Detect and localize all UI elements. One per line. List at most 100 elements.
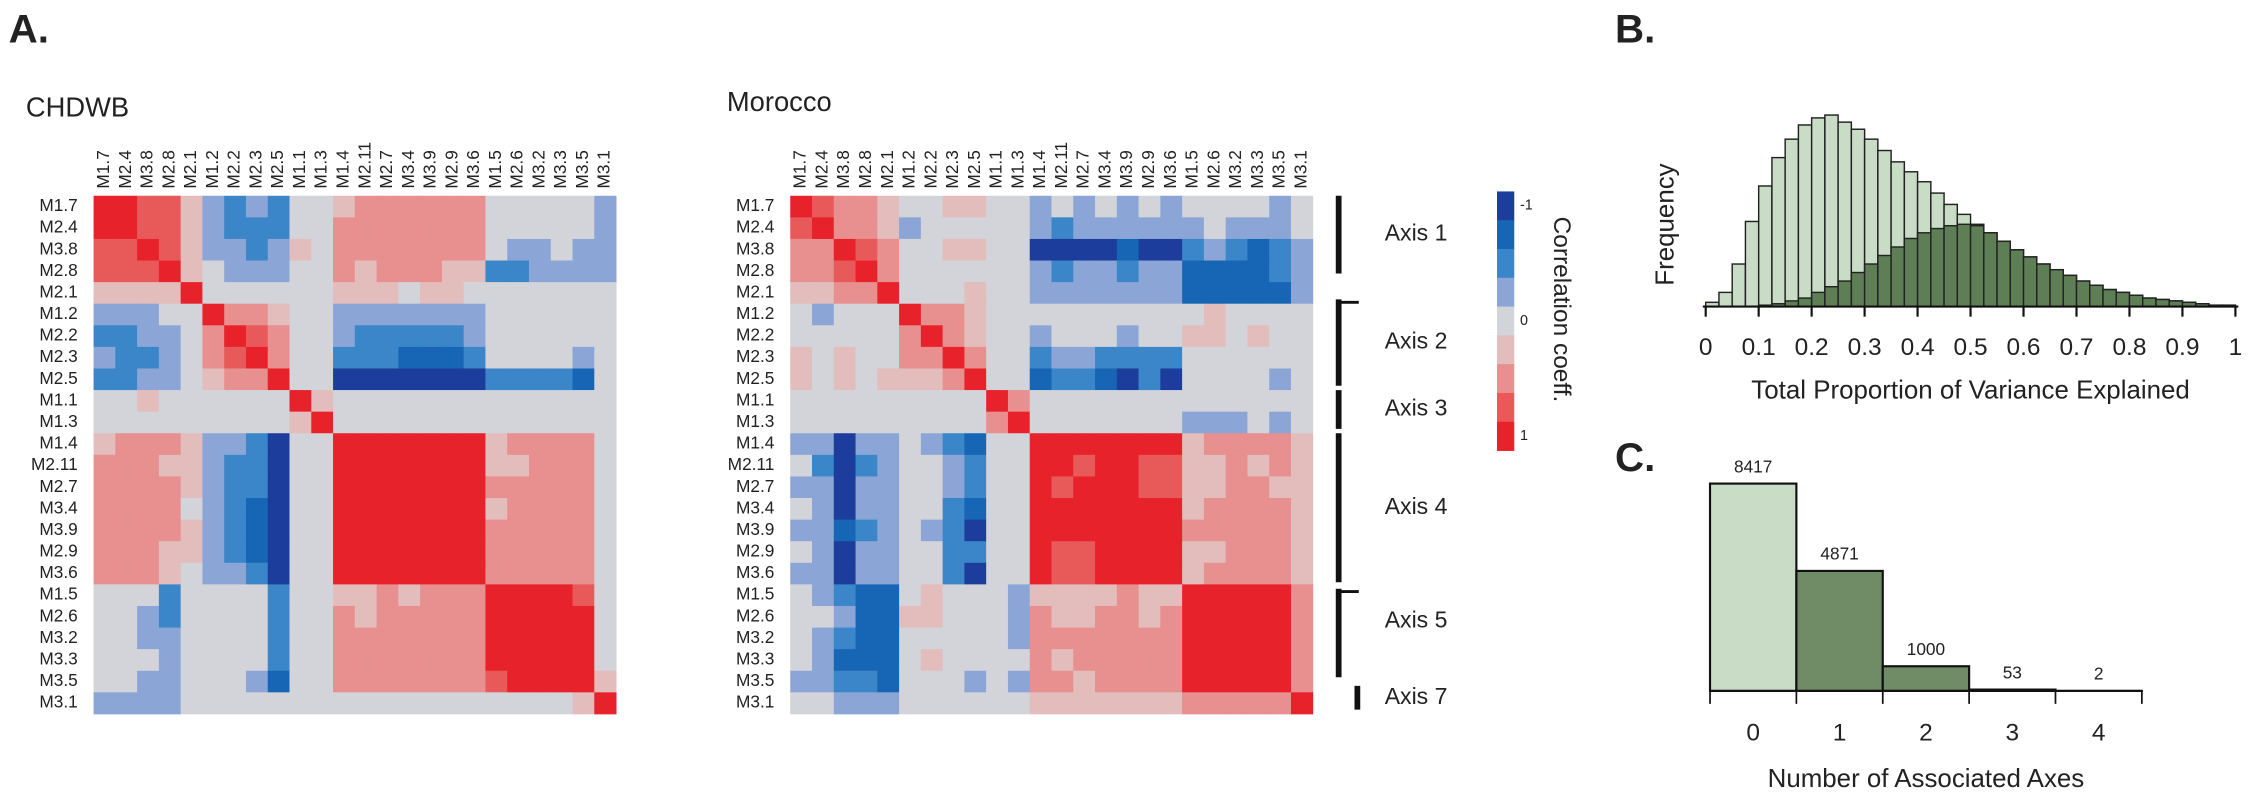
heatmap-cell [180, 541, 203, 564]
heatmap-cell [1029, 325, 1052, 348]
colorbar-swatch [1496, 306, 1515, 336]
row-label: M3.3 [736, 649, 774, 669]
heatmap-cell [1116, 346, 1140, 369]
heatmap-cell [1269, 498, 1292, 521]
heatmap-cell [986, 562, 1009, 585]
histogram-bar [2141, 297, 2157, 308]
heatmap-cell [1203, 476, 1227, 499]
heatmap-cell [1290, 238, 1314, 261]
heatmap-cell [376, 541, 399, 564]
heatmap-cell [1225, 195, 1248, 218]
heatmap-cell [790, 627, 813, 650]
heatmap-cell [1051, 584, 1074, 607]
heatmap-cell [942, 541, 965, 564]
histogram-bar [1784, 138, 1800, 308]
heatmap-cell [289, 670, 312, 693]
heatmap-cell [572, 541, 595, 564]
heatmap-cell [376, 605, 399, 628]
bar [1708, 482, 1798, 692]
colorbar-tick-label: 1 [1520, 428, 1528, 444]
heatmap-cell [137, 627, 160, 650]
heatmap-cell [267, 390, 290, 413]
heatmap-cell [202, 562, 225, 585]
heatmap-cell [463, 303, 486, 326]
heatmap-cell [115, 195, 138, 218]
column-label: M3.6 [463, 150, 483, 188]
heatmap-cell [1051, 368, 1074, 391]
heatmap-cell [1095, 260, 1118, 283]
heatmap-cell [1138, 562, 1161, 585]
heatmap-cell [790, 692, 813, 715]
heatmap-cell [964, 433, 987, 456]
heatmap-cell [855, 562, 878, 585]
column-label: M3.5 [572, 150, 592, 188]
heatmap-cell [137, 325, 160, 348]
heatmap-cell [376, 498, 399, 521]
row-label: M2.9 [736, 541, 774, 561]
heatmap-cell [877, 390, 900, 413]
heatmap-cell [420, 368, 443, 391]
heatmap-cell [833, 584, 856, 607]
heatmap-cell [572, 433, 595, 456]
heatmap-cell [528, 325, 552, 348]
heatmap-cell [507, 433, 530, 456]
row-label: M2.2 [39, 325, 77, 345]
heatmap-cell [877, 584, 900, 607]
heatmap-cell [528, 627, 552, 650]
heatmap-cell [1225, 627, 1248, 650]
heatmap-cell [333, 303, 356, 326]
heatmap-cell [245, 670, 269, 693]
heatmap-cell [463, 217, 486, 240]
heatmap-cell [1290, 433, 1314, 456]
heatmap-cell [1269, 390, 1292, 413]
heatmap-cell [507, 195, 530, 218]
heatmap-cell [964, 195, 987, 218]
heatmap-cell [245, 433, 269, 456]
heatmap-cell [1269, 411, 1292, 434]
heatmap-cell [572, 238, 595, 261]
heatmap-cell [1225, 325, 1248, 348]
heatmap-cell [833, 217, 856, 240]
heatmap-cell [1029, 238, 1052, 261]
heatmap-cell [790, 238, 813, 261]
heatmap-cell [833, 476, 856, 499]
column-label: M2.1 [180, 150, 200, 188]
heatmap-cell [398, 346, 421, 369]
heatmap-cell [1116, 195, 1140, 218]
row-label: M3.9 [736, 519, 774, 539]
heatmap-cell [333, 195, 356, 218]
heatmap-cell [224, 303, 247, 326]
colorbar-swatch [1496, 249, 1515, 279]
heatmap-cell [267, 217, 290, 240]
column-label: M3.3 [550, 150, 570, 188]
heatmap-cell [1269, 433, 1292, 456]
heatmap-cell [485, 605, 508, 628]
heatmap-cell [311, 562, 334, 585]
colorbar-swatch [1496, 191, 1515, 221]
heatmap-cell [507, 627, 530, 650]
heatmap-cell [833, 649, 856, 672]
heatmap-cell [1247, 476, 1270, 499]
heatmap-cell [986, 325, 1009, 348]
row-label: M1.2 [736, 303, 774, 323]
heatmap-cell [1203, 368, 1227, 391]
heatmap-cell [202, 692, 225, 715]
heatmap-cell [1290, 411, 1314, 434]
heatmap-cell [180, 605, 203, 628]
heatmap-cell [986, 217, 1009, 240]
heatmap-cell [1073, 454, 1096, 477]
heatmap-cell [812, 670, 835, 693]
heatmap-cell [1138, 368, 1161, 391]
heatmap-cell [376, 692, 399, 715]
heatmap-cell [1073, 346, 1096, 369]
row-label: M3.2 [39, 627, 77, 647]
heatmap-cell [180, 411, 203, 434]
heatmap-cell [942, 627, 965, 650]
heatmap-cell [528, 541, 552, 564]
heatmap-cell [1029, 498, 1052, 521]
heatmap-cell [899, 368, 922, 391]
heatmap-cell [1116, 541, 1140, 564]
heatmap-cell [1160, 670, 1183, 693]
heatmap-cell [267, 519, 290, 542]
heatmap-cell [485, 433, 508, 456]
